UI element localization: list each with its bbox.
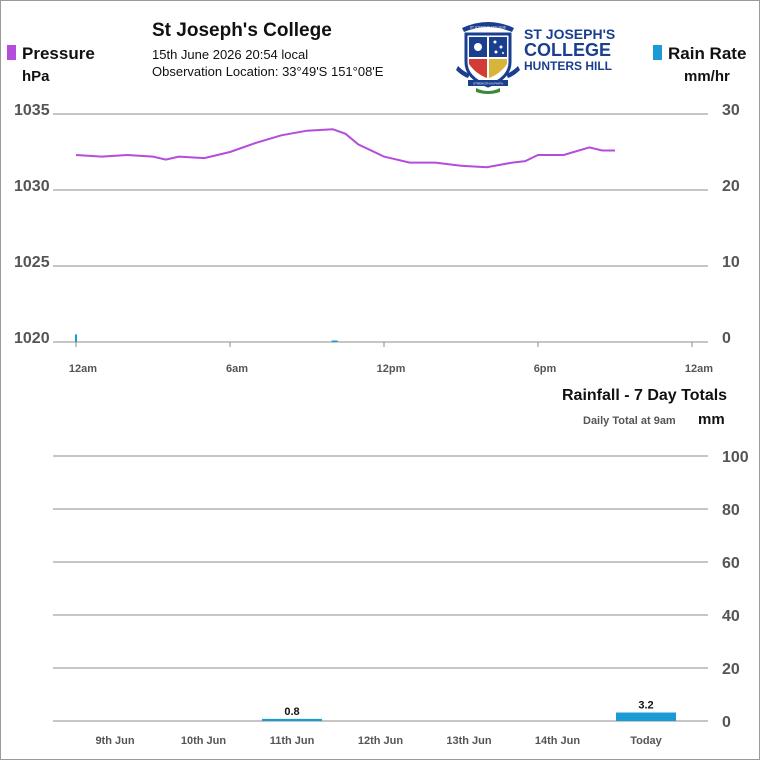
rainfall-category-label: 13th Jun [446,735,492,747]
time-tick-label: 12am [69,363,97,375]
college-logo: ST JOSEPH'S COLLEGE STRENGTH IN FAITH ST… [456,18,616,94]
time-tick-label: 6pm [534,363,557,375]
pressure-tick-label: 1020 [14,330,50,347]
rain-rate-legend-label: Rain Rate [668,44,747,63]
pressure-unit: hPa [22,68,50,85]
crest-icon: ST JOSEPH'S COLLEGE STRENGTH IN FAITH [456,22,520,94]
rainfall-tick-label: 80 [722,502,740,519]
rainfall-bar [262,718,322,721]
time-tick-label: 12pm [377,363,406,375]
rain-rate-bar [331,340,338,342]
rainfall-title: Rainfall - 7 Day Totals [562,387,728,404]
observation-location: Observation Location: 33°49'S 151°08'E [152,64,384,79]
rainfall-unit: mm [698,411,725,428]
pressure-tick-label: 1025 [14,254,50,271]
time-tick-label: 6am [226,363,248,375]
pressure-tick-label: 1035 [14,102,50,119]
time-tick-label: 12am [685,363,713,375]
rainfall-tick-label: 60 [722,555,740,572]
rainfall-category-label: 14th Jun [535,735,581,747]
logo-line-3: HUNTERS HILL [524,59,612,73]
rain-rate-bar [75,334,77,342]
crest-banner: STRENGTH IN FAITH [473,82,503,86]
logo-line-1: ST JOSEPH'S [524,26,616,42]
observation-datetime: 15th June 2026 20:54 local [152,47,309,62]
rain-rate-tick-label: 10 [722,254,740,271]
rainfall-tick-label: 20 [722,661,740,678]
pressure-tick-label: 1030 [14,178,50,195]
rainfall-data-label: 3.2 [638,700,653,712]
rainfall-tick-label: 0 [722,714,731,731]
rainfall-category-label: 11th Jun [270,735,315,747]
pressure-series-line [75,128,615,169]
logo-line-2: COLLEGE [524,40,612,60]
rain-rate-unit: mm/hr [684,68,730,85]
station-title: St Joseph's College [152,20,332,41]
rainfall-category-label: 12th Jun [358,735,404,747]
rain-rate-tick-label: 0 [722,330,731,347]
pressure-legend-swatch [7,45,16,60]
rainfall-tick-label: 40 [722,608,740,625]
rainfall-tick-label: 100 [722,449,749,466]
pressure-legend-label: Pressure [22,44,95,63]
rain-rate-legend-swatch [653,45,662,60]
rain-rate-tick-label: 20 [722,178,740,195]
rainfall-data-label: 0.8 [284,706,299,718]
rainfall-category-label: 10th Jun [181,735,227,747]
rainfall-category-label: 9th Jun [95,735,134,747]
crest-ribbon: ST JOSEPH'S COLLEGE [470,26,506,30]
rainfall-category-label: Today [630,735,662,747]
rain-rate-tick-label: 30 [722,102,740,119]
rainfall-note: Daily Total at 9am [583,415,676,427]
rainfall-bar [616,712,676,721]
